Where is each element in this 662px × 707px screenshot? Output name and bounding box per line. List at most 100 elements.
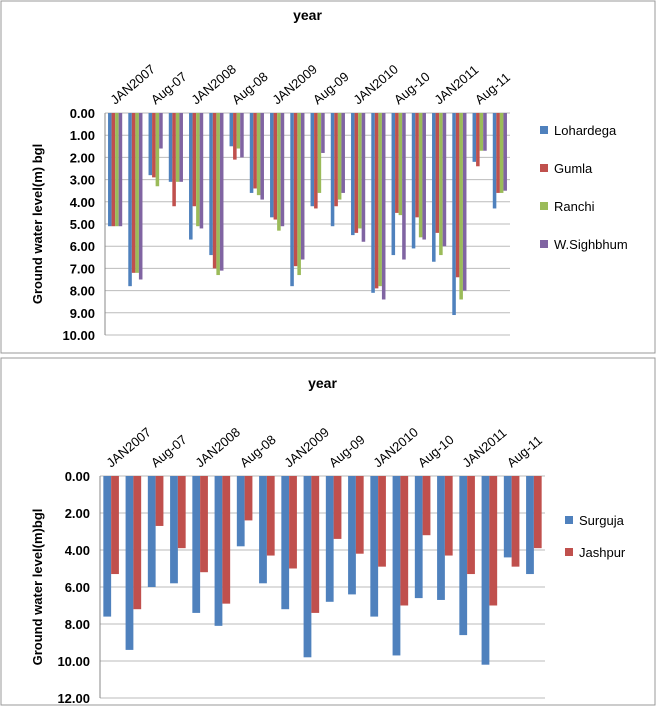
y-tick-label: 10.00 bbox=[57, 654, 90, 669]
bar bbox=[260, 113, 264, 200]
bar bbox=[216, 113, 220, 276]
bar bbox=[115, 113, 119, 227]
bar bbox=[179, 113, 183, 182]
legend-swatch bbox=[540, 202, 548, 210]
x-tick-label: JAN2011 bbox=[431, 62, 481, 107]
bar bbox=[496, 113, 500, 193]
bar bbox=[325, 476, 334, 602]
bar bbox=[209, 113, 213, 256]
bar bbox=[236, 113, 241, 149]
bar bbox=[402, 113, 406, 260]
legend-label: Jashpur bbox=[579, 545, 626, 560]
bar bbox=[172, 113, 176, 207]
bar bbox=[118, 113, 123, 227]
x-tick-label: JAN2007 bbox=[107, 61, 158, 107]
bar bbox=[374, 113, 379, 289]
bar bbox=[361, 113, 366, 242]
bar bbox=[192, 476, 201, 613]
bar bbox=[499, 113, 504, 193]
bar bbox=[196, 113, 200, 227]
chart: year Ground water level(m)bgl 0.00 2.00 4.00… bbox=[0, 357, 656, 706]
y-tick-label: 8.00 bbox=[70, 284, 95, 299]
bar bbox=[503, 476, 512, 558]
bar bbox=[310, 113, 315, 207]
legend-label: W.Sighbhum bbox=[554, 237, 628, 252]
bar bbox=[170, 476, 178, 584]
bar bbox=[236, 476, 245, 547]
bar bbox=[371, 113, 375, 293]
bar bbox=[219, 113, 224, 271]
bar bbox=[168, 113, 173, 182]
bar bbox=[503, 113, 507, 191]
bar bbox=[392, 476, 401, 656]
bar bbox=[240, 113, 244, 158]
bar bbox=[314, 113, 318, 209]
bar bbox=[418, 113, 423, 238]
bar bbox=[214, 476, 223, 626]
chart: year Ground water level(m) bgl 0.00 1.00 2.0… bbox=[0, 0, 656, 354]
legend-swatch bbox=[540, 240, 548, 248]
bar bbox=[273, 113, 278, 220]
bar bbox=[189, 113, 193, 240]
bar bbox=[378, 113, 382, 287]
legend-label: Ranchi bbox=[554, 199, 595, 214]
y-tick-label: 6.00 bbox=[70, 239, 95, 254]
bar bbox=[348, 476, 356, 595]
bar bbox=[270, 113, 274, 218]
bar bbox=[311, 476, 320, 613]
y-tick-label: 4.00 bbox=[65, 543, 90, 558]
bar bbox=[337, 113, 342, 200]
legend-label: Surguja bbox=[579, 513, 625, 528]
bar bbox=[459, 113, 463, 300]
bar bbox=[483, 113, 487, 151]
bar bbox=[467, 476, 475, 575]
x-tick-label: Aug-08 bbox=[237, 432, 279, 470]
bar bbox=[244, 476, 253, 521]
x-tick-label: JAN2009 bbox=[281, 424, 332, 470]
bar bbox=[297, 113, 301, 276]
y-axis-label: Ground water level(m) bgl bbox=[30, 144, 45, 304]
y-tick-label: 5.00 bbox=[70, 217, 95, 232]
y-tick-label: 12.00 bbox=[57, 691, 90, 706]
bar bbox=[175, 113, 180, 182]
bar bbox=[133, 476, 142, 610]
bar bbox=[370, 476, 379, 617]
y-tick-label: 9.00 bbox=[70, 306, 95, 321]
bar bbox=[432, 113, 436, 262]
bar bbox=[147, 476, 156, 587]
x-tick-label: JAN2009 bbox=[269, 61, 320, 107]
bar bbox=[422, 113, 426, 240]
x-tick-label: JAN2008 bbox=[188, 61, 239, 107]
bar bbox=[152, 113, 156, 178]
bar bbox=[249, 113, 254, 193]
bar bbox=[159, 113, 163, 149]
bar bbox=[492, 113, 497, 209]
bar bbox=[455, 113, 460, 278]
bar bbox=[435, 113, 440, 233]
bar bbox=[411, 113, 416, 249]
bar bbox=[462, 113, 467, 291]
bar bbox=[303, 476, 312, 658]
bar bbox=[293, 113, 298, 267]
x-tick-label: Aug-10 bbox=[415, 432, 457, 470]
bar bbox=[128, 113, 132, 287]
bar bbox=[452, 113, 456, 316]
bar bbox=[472, 113, 477, 162]
bar bbox=[155, 113, 160, 187]
legend-swatch bbox=[565, 548, 573, 556]
bar bbox=[155, 476, 164, 526]
bar bbox=[333, 476, 342, 539]
bar bbox=[108, 113, 112, 227]
bar bbox=[533, 476, 542, 549]
bar bbox=[511, 476, 520, 567]
bar bbox=[290, 113, 294, 287]
bar bbox=[459, 476, 468, 636]
x-tick-label: JAN2008 bbox=[192, 424, 243, 470]
y-axis-label: Ground water level(m)bgl bbox=[30, 509, 45, 666]
bar bbox=[138, 113, 143, 280]
bar bbox=[489, 476, 498, 606]
bar bbox=[266, 476, 275, 556]
bar bbox=[341, 113, 345, 193]
x-tick-label: Aug-11 bbox=[504, 432, 545, 470]
y-tick-label: 8.00 bbox=[65, 617, 90, 632]
